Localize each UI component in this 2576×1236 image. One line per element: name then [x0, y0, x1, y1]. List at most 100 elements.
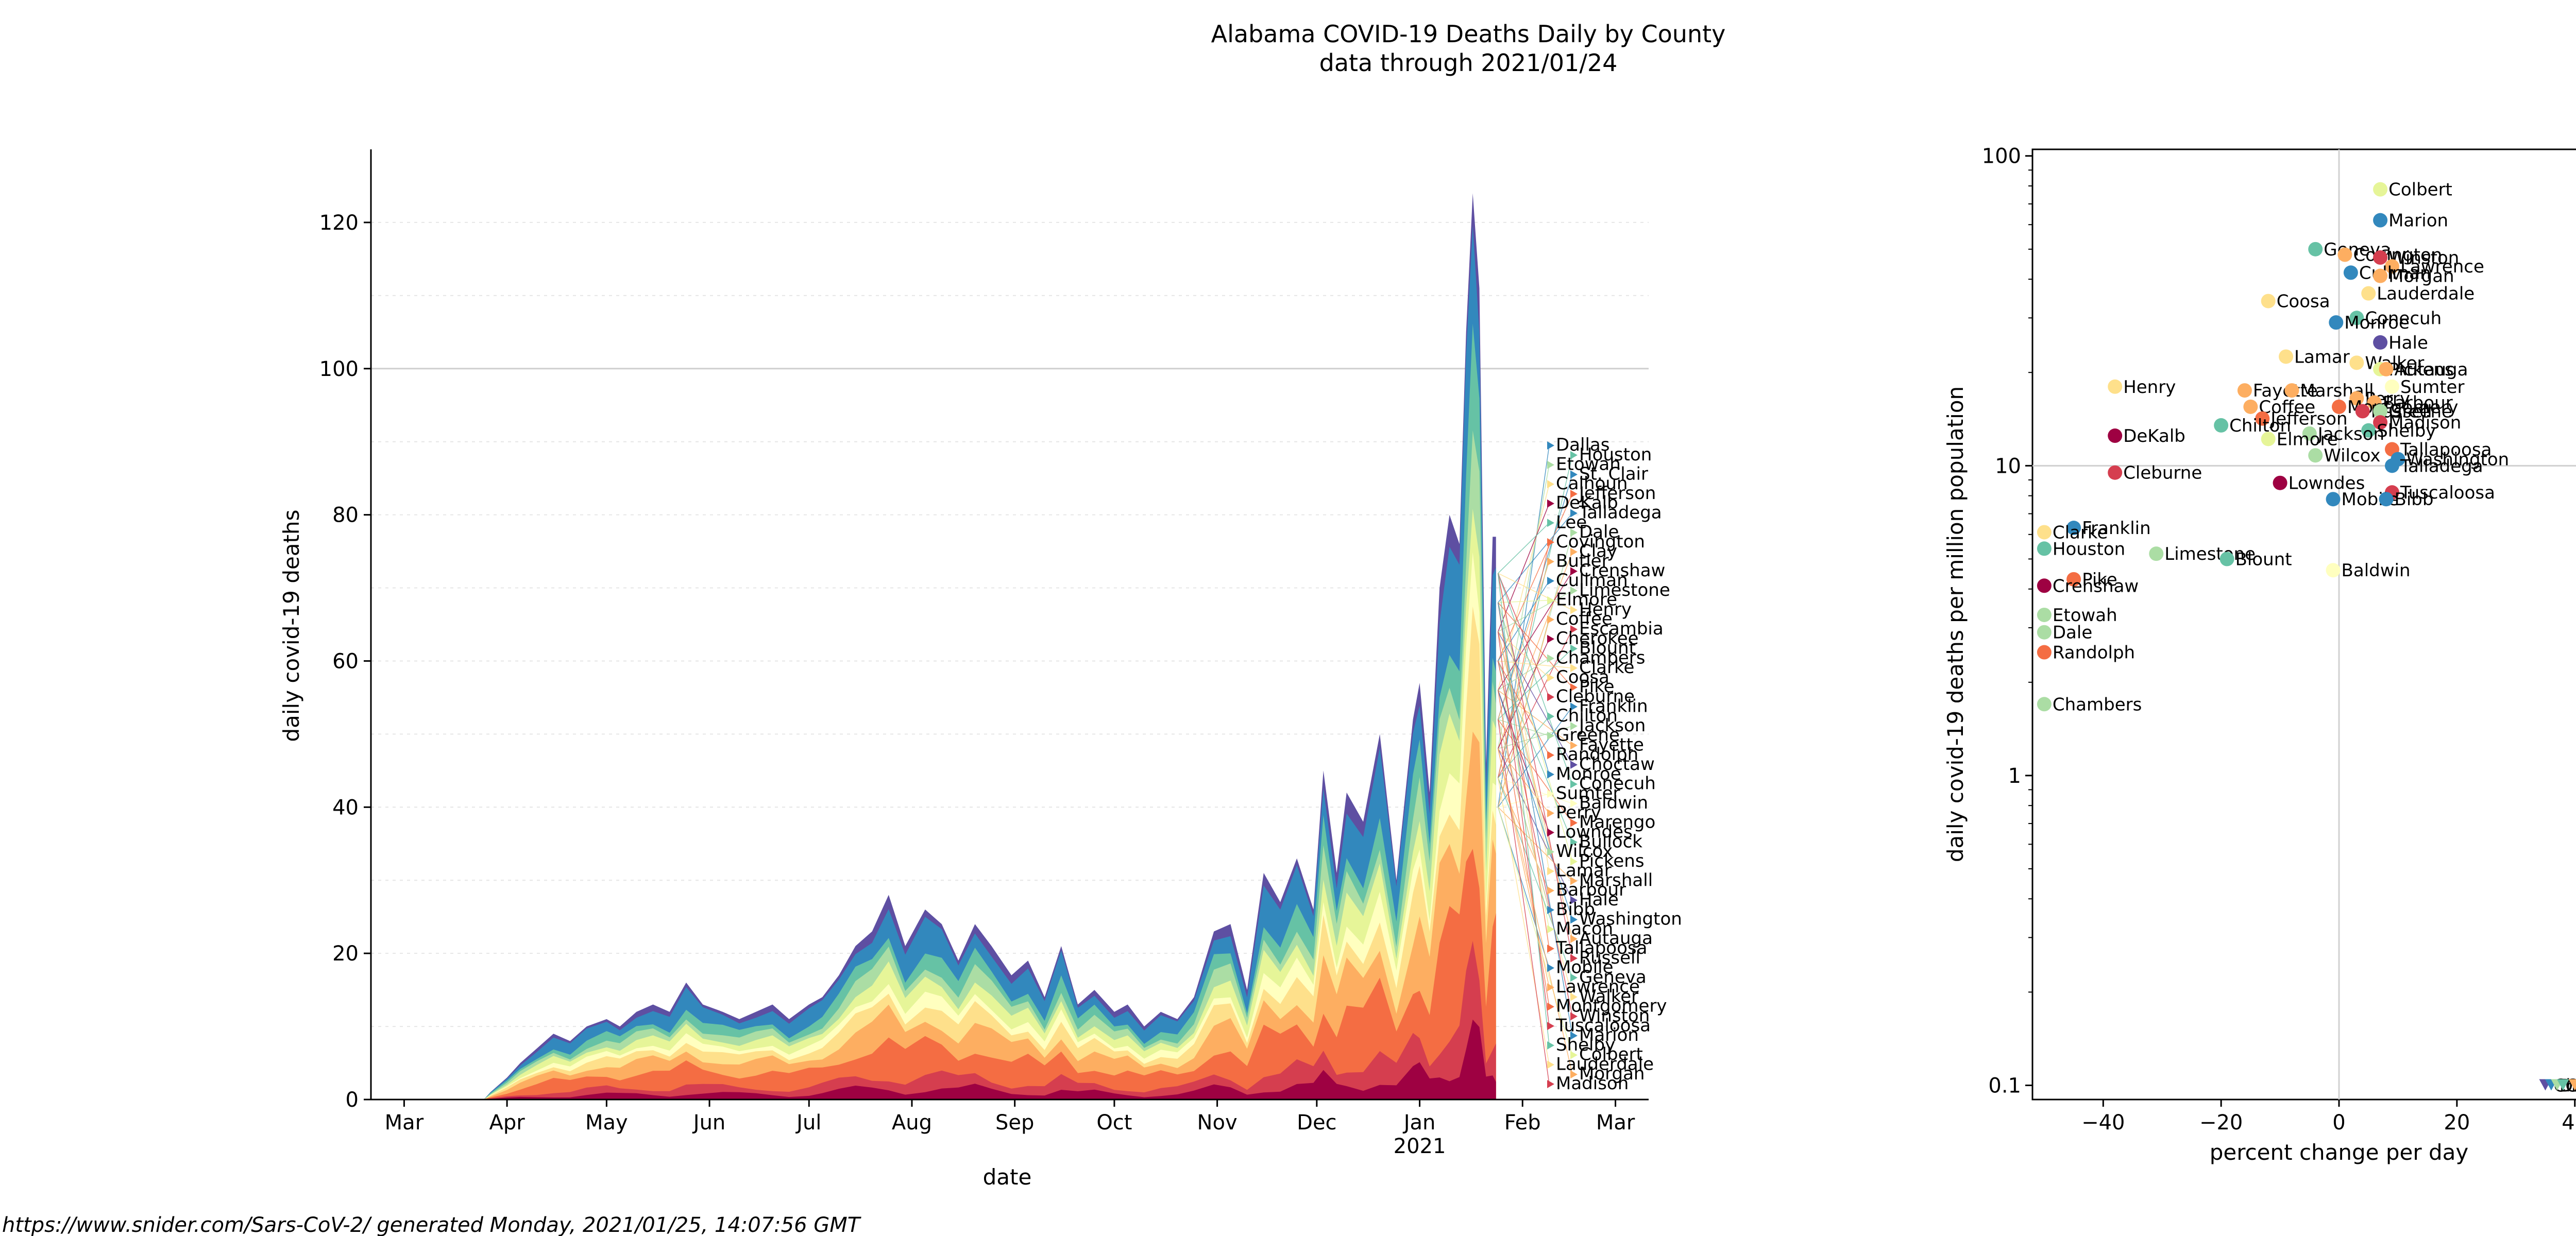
- county-marker: [1570, 489, 1578, 498]
- area-band-0: [484, 1019, 1496, 1100]
- scatter-point-clay: [2568, 1079, 2576, 1091]
- scatter-point-marshall: [2284, 383, 2299, 398]
- connector-butler: [1497, 561, 1550, 720]
- county-marker: [1570, 799, 1578, 808]
- scatter-label-greene: Greene: [2388, 401, 2452, 422]
- county-marker: [1547, 673, 1554, 682]
- scatter-point-walker: [2349, 355, 2364, 370]
- county-label-chilton: Chilton: [1556, 706, 1618, 726]
- left-y-tick-label: 120: [319, 211, 359, 235]
- scatter-label-sumter: Sumter: [2400, 377, 2465, 398]
- county-label-montgomery: Montgomery: [1556, 996, 1667, 1017]
- scatter-label-clarke: Clarke: [2053, 522, 2108, 543]
- scatter-label-lowndes: Lowndes: [2289, 473, 2365, 494]
- connector-shelby: [1497, 573, 1550, 1045]
- county-label-morgan: Morgan: [1579, 1063, 1645, 1084]
- scatter-label-blount: Blount: [2235, 549, 2292, 570]
- scatter-label-pike: Pike: [2082, 570, 2117, 590]
- county-label-escambia: Escambia: [1579, 619, 1664, 639]
- scatter-point-shelby: [2361, 423, 2376, 438]
- county-label-houston: Houston: [1579, 444, 1652, 465]
- scatter-point-etowah: [2037, 607, 2052, 622]
- county-label-madison: Madison: [1556, 1073, 1629, 1094]
- scatter-label-lawrence: Lawrence: [2400, 256, 2484, 277]
- scatter-point-lee: [2556, 1079, 2569, 1091]
- county-label-elmore: Elmore: [1556, 590, 1617, 610]
- scatter-label-houston: Houston: [2053, 539, 2125, 559]
- county-label-marshall: Marshall: [1579, 870, 1653, 890]
- scatter-label-tuscaloosa: Tuscaloosa: [2400, 483, 2495, 503]
- left-chart-areas: [484, 193, 1496, 1100]
- scatter-point-marion: [2373, 213, 2388, 228]
- right-x-tick-label: 20: [2444, 1111, 2470, 1135]
- scatter-label-chilton: Chilton: [2229, 416, 2291, 436]
- scatter-point-monroe: [2329, 315, 2344, 330]
- county-marker: [1547, 441, 1554, 450]
- connector-franklin: [1498, 706, 1573, 808]
- connector-limestone: [1498, 590, 1573, 632]
- county-label-etowah: Etowah: [1556, 454, 1621, 475]
- county-marker: [1570, 567, 1578, 576]
- connector-jackson: [1498, 726, 1573, 749]
- connector-dekalb: [1497, 503, 1550, 632]
- county-marker: [1547, 905, 1554, 914]
- county-marker: [1570, 702, 1578, 711]
- county-label-cherokee: Cherokee: [1556, 628, 1639, 649]
- county-label-coffee: Coffee: [1556, 609, 1613, 629]
- county-label-colbert: Colbert: [1579, 1044, 1643, 1065]
- connector-chambers: [1498, 658, 1550, 691]
- scatter-point-bibb: [2379, 492, 2394, 507]
- county-label-perry: Perry: [1556, 802, 1601, 823]
- county-label-lawrence: Lawrence: [1556, 976, 1640, 997]
- connector-mobile: [1497, 807, 1550, 968]
- county-marker: [1547, 654, 1554, 663]
- county-label-calhoun: Calhoun: [1556, 473, 1628, 494]
- left-x-tick-label: Aug: [892, 1111, 932, 1135]
- connector-cherokee: [1498, 639, 1550, 749]
- county-marker: [1547, 615, 1554, 624]
- scatter-label-lauderdale: Lauderdale: [2377, 284, 2475, 304]
- county-label-lauderdale: Lauderdale: [1556, 1054, 1654, 1074]
- scatter-point-jackson: [2302, 426, 2317, 441]
- scatter-label-monroe: Monroe: [2344, 313, 2410, 333]
- scatter-label-tallapoosa: Tallapoosa: [2400, 439, 2492, 460]
- right-x-axis-label: percent change per day: [2210, 1140, 2469, 1165]
- county-marker: [1570, 838, 1578, 847]
- connector-lee: [1498, 522, 1550, 574]
- county-marker: [1547, 809, 1554, 817]
- scatter-point-montgomery: [2332, 399, 2346, 414]
- county-label-wilcox: Wilcox: [1556, 841, 1613, 862]
- connector-escambia: [1498, 629, 1573, 778]
- connector-hale: [1498, 748, 1573, 901]
- connector-stclair: [1497, 474, 1573, 720]
- left-chart-label-connectors: [1497, 445, 1573, 1085]
- left-x-tick-label: Jun: [692, 1111, 726, 1135]
- connector-clay: [1497, 552, 1573, 749]
- county-marker: [1570, 528, 1578, 537]
- connector-cleburne: [1497, 573, 1550, 697]
- county-label-cullman: Cullman: [1556, 570, 1628, 591]
- scatter-point-wilcox: [2308, 448, 2323, 463]
- county-marker: [1570, 935, 1578, 943]
- county-marker: [1547, 596, 1554, 605]
- connector-barbour: [1498, 778, 1550, 891]
- county-marker: [1547, 557, 1554, 566]
- left-y-tick-label: 20: [332, 942, 359, 966]
- scatter-label-limestone: Limestone: [2164, 544, 2256, 564]
- county-label-marengo: Marengo: [1579, 812, 1655, 833]
- scatter-point-limestone: [2149, 546, 2164, 561]
- county-label-winston: Winston: [1579, 1005, 1650, 1026]
- scatter-point-cullman: [2343, 265, 2358, 280]
- county-marker: [1570, 877, 1578, 885]
- connector-elmore: [1498, 599, 1550, 603]
- right-y-tick-label: 10: [1995, 454, 2021, 478]
- connector-coosa: [1498, 631, 1550, 678]
- county-marker: [1547, 983, 1554, 992]
- county-label-jackson: Jackson: [1578, 715, 1646, 736]
- county-marker: [1570, 1012, 1578, 1021]
- county-marker: [1570, 1051, 1578, 1059]
- scatter-point-cleburne: [2108, 465, 2123, 480]
- county-marker: [1570, 509, 1578, 518]
- county-marker: [1547, 634, 1554, 643]
